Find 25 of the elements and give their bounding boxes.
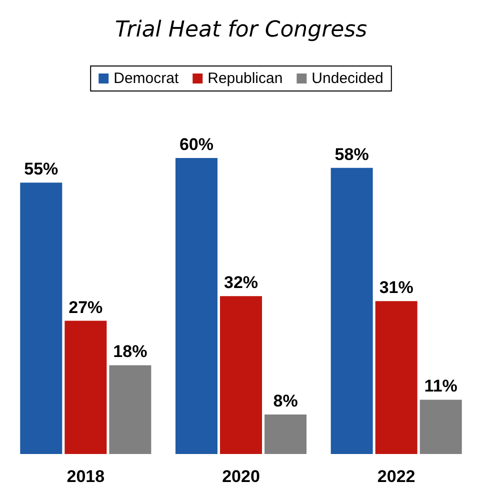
data-label: 60%: [179, 135, 214, 154]
legend-label: Undecided: [312, 70, 384, 87]
data-label: 11%: [424, 376, 458, 396]
bar: [330, 168, 373, 454]
x-tick-label: 2022: [377, 467, 416, 486]
x-tick-label: 2020: [222, 467, 260, 486]
x-tick-label: 2018: [66, 467, 105, 486]
chart-title: Trial Heat for Congress: [114, 18, 368, 42]
data-label: 32%: [224, 273, 258, 292]
bar: [375, 301, 418, 454]
data-label: 8%: [273, 392, 298, 411]
data-label: 18%: [113, 342, 148, 362]
data-label: 31%: [379, 278, 414, 298]
bar: [264, 414, 307, 454]
bar: [175, 158, 218, 454]
legend-label: Democrat: [114, 70, 180, 87]
data-label: 55%: [24, 160, 58, 179]
bar: [109, 365, 152, 454]
bar: [64, 320, 107, 454]
bar: [20, 182, 62, 454]
data-label: 27%: [68, 298, 103, 317]
data-label: 58%: [334, 144, 369, 164]
bar: [220, 296, 262, 454]
legend-label: Republican: [208, 70, 283, 87]
bar: [420, 400, 462, 454]
